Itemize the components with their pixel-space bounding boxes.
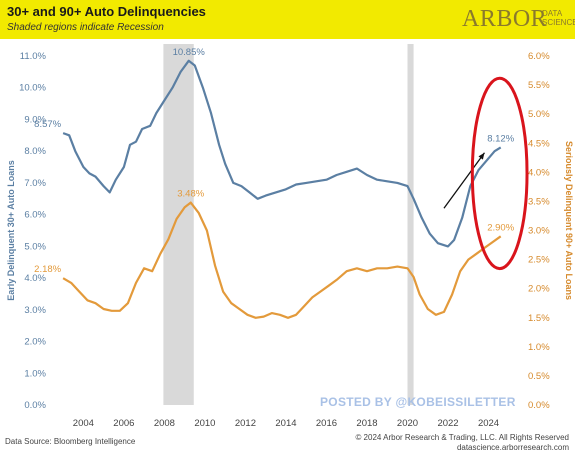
data-label: 10.85% xyxy=(173,47,206,58)
trend-arrow-line xyxy=(443,152,486,209)
y-left-tick-label: 5.0% xyxy=(24,241,46,252)
logo-sub-line-2: SCIENCE xyxy=(542,18,575,27)
y-right-tick-label: 2.5% xyxy=(528,255,550,266)
x-tick-label: 2012 xyxy=(235,418,256,429)
x-tick-label: 2022 xyxy=(437,418,458,429)
y-left-tick-label: 10.0% xyxy=(19,83,46,94)
x-tick-label: 2010 xyxy=(194,418,215,429)
series-line-left xyxy=(62,59,502,248)
series-line-right xyxy=(62,201,502,319)
y-right-tick-label: 3.0% xyxy=(528,226,550,237)
logo-sub-line-1: DATA xyxy=(542,9,563,18)
y-left-tick-label: 9.0% xyxy=(24,114,46,125)
y-right-tick-label: 4.0% xyxy=(528,167,550,178)
y-left-tick-label: 11.0% xyxy=(20,51,47,62)
y-right-tick-label: 5.0% xyxy=(528,109,550,120)
data-label: 2.90% xyxy=(487,222,514,233)
data-label: 2.18% xyxy=(34,264,61,275)
watermark-text: POSTED BY @KOBEISSILETTER xyxy=(320,395,516,409)
recession-band-1 xyxy=(407,44,414,405)
data-source: Data Source: Bloomberg Intelligence xyxy=(5,437,136,446)
y-right-tick-label: 0.0% xyxy=(528,400,550,411)
x-tick-label: 2024 xyxy=(478,418,499,429)
data-label: 8.57% xyxy=(34,119,61,130)
y-right-tick-label: 6.0% xyxy=(528,51,550,62)
header-bar: 30+ and 90+ Auto Delinquencies Shaded re… xyxy=(0,0,575,39)
y-right-tick-label: 4.5% xyxy=(528,138,550,149)
arbor-logo: ARBOR DATA SCIENCE xyxy=(462,6,575,33)
copyright-text: © 2024 Arbor Research & Trading, LLC. Al… xyxy=(355,433,569,442)
y-right-tick-label: 0.5% xyxy=(528,371,550,382)
x-tick-label: 2006 xyxy=(113,418,134,429)
y-right-tick-label: 2.0% xyxy=(528,284,550,295)
chart-title: 30+ and 90+ Auto Delinquencies xyxy=(7,4,206,19)
y-right-tick-label: 5.5% xyxy=(528,80,550,91)
x-tick-label: 2020 xyxy=(397,418,418,429)
y-left-tick-label: 4.0% xyxy=(24,273,46,284)
website-text: datascience.arborresearch.com xyxy=(456,443,569,452)
y-left-tick-label: 6.0% xyxy=(24,210,46,221)
y-left-tick-label: 7.0% xyxy=(24,178,46,189)
y-right-tick-label: 1.5% xyxy=(528,313,550,324)
x-tick-label: 2016 xyxy=(316,418,337,429)
data-label: 3.48% xyxy=(177,189,204,200)
y-left-axis-title: Early Delinquent 30+ Auto Loans xyxy=(6,160,16,300)
x-tick-label: 2018 xyxy=(356,418,377,429)
y-left-tick-label: 1.0% xyxy=(24,368,46,379)
y-right-tick-label: 3.5% xyxy=(528,196,550,207)
highlight-ellipse xyxy=(470,76,529,271)
recession-band-0 xyxy=(163,44,194,405)
y-right-tick-label: 1.0% xyxy=(528,342,550,353)
x-tick-label: 2008 xyxy=(154,418,175,429)
y-left-tick-label: 3.0% xyxy=(24,305,46,316)
logo-sub-text: DATA SCIENCE xyxy=(542,9,575,27)
y-left-tick-label: 2.0% xyxy=(24,337,46,348)
chart-subtitle: Shaded regions indicate Recession xyxy=(7,22,164,33)
y-right-axis-title: Seriously Delinquent 90+ Auto Loans xyxy=(564,141,574,300)
copyright-block: © 2024 Arbor Research & Trading, LLC. Al… xyxy=(355,433,569,453)
data-label: 8.12% xyxy=(487,133,514,144)
x-tick-label: 2004 xyxy=(73,418,94,429)
logo-main-text: ARBOR xyxy=(462,6,548,32)
y-left-tick-label: 0.0% xyxy=(24,400,46,411)
x-tick-label: 2014 xyxy=(275,418,296,429)
trend-arrow-head xyxy=(478,152,485,160)
y-left-tick-label: 8.0% xyxy=(24,146,46,157)
